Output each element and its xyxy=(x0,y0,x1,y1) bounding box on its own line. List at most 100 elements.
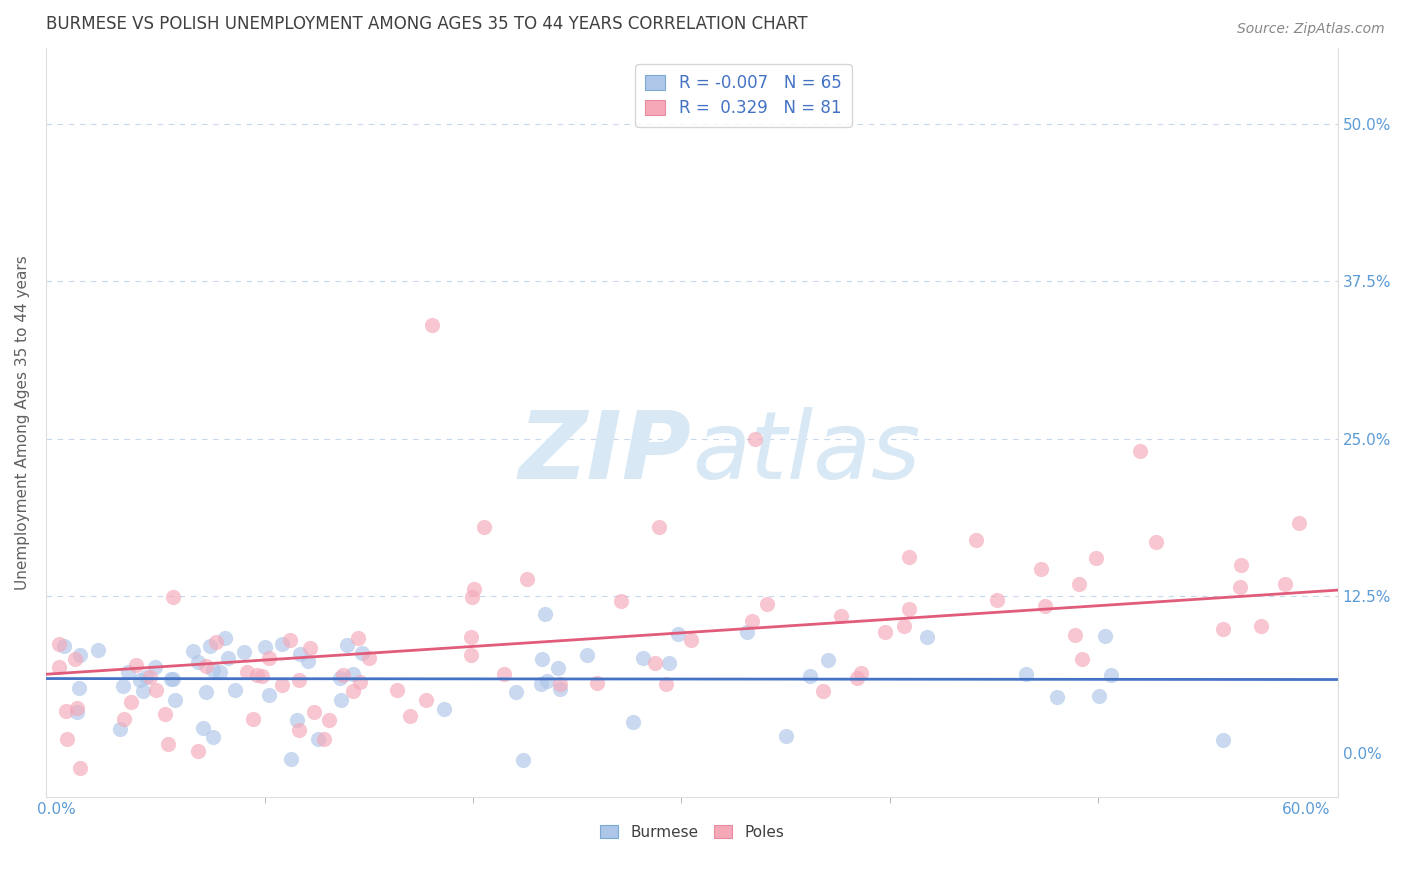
Point xyxy=(845,671,868,685)
Point xyxy=(69,648,91,662)
Point xyxy=(1094,629,1116,643)
Point xyxy=(117,665,139,680)
Point xyxy=(986,593,1008,607)
Point xyxy=(214,631,236,645)
Point xyxy=(1099,668,1122,682)
Point xyxy=(257,650,280,665)
Point xyxy=(131,684,153,698)
Point xyxy=(224,683,246,698)
Point xyxy=(1129,444,1152,458)
Point xyxy=(621,714,644,729)
Point xyxy=(302,705,325,719)
Point xyxy=(775,730,797,744)
Point xyxy=(153,706,176,721)
Point xyxy=(350,646,373,660)
Point xyxy=(530,652,553,666)
Point xyxy=(299,640,322,655)
Point xyxy=(548,676,571,690)
Point xyxy=(1029,562,1052,576)
Point xyxy=(512,753,534,767)
Point xyxy=(66,706,89,720)
Point xyxy=(318,713,340,727)
Point xyxy=(830,609,852,624)
Text: Source: ZipAtlas.com: Source: ZipAtlas.com xyxy=(1237,22,1385,37)
Point xyxy=(536,674,558,689)
Legend: Burmese, Poles: Burmese, Poles xyxy=(593,819,790,846)
Point xyxy=(157,737,180,751)
Point xyxy=(48,637,70,651)
Point xyxy=(145,683,167,698)
Point xyxy=(329,693,352,707)
Point xyxy=(235,665,257,679)
Point xyxy=(1069,576,1091,591)
Point xyxy=(666,627,689,641)
Point xyxy=(110,722,132,736)
Point xyxy=(399,709,422,723)
Point xyxy=(1229,581,1251,595)
Point xyxy=(201,730,224,744)
Point xyxy=(217,650,239,665)
Point xyxy=(314,732,336,747)
Point xyxy=(897,549,920,564)
Point xyxy=(1046,690,1069,705)
Point xyxy=(849,666,872,681)
Point xyxy=(204,635,226,649)
Point xyxy=(349,675,371,690)
Point xyxy=(271,678,294,692)
Text: atlas: atlas xyxy=(692,408,920,499)
Point xyxy=(472,520,495,534)
Point xyxy=(55,704,77,718)
Point xyxy=(165,692,187,706)
Point xyxy=(586,675,609,690)
Point xyxy=(250,669,273,683)
Point xyxy=(342,683,364,698)
Point xyxy=(505,685,527,699)
Point xyxy=(162,673,184,687)
Point xyxy=(194,685,217,699)
Point xyxy=(893,618,915,632)
Point xyxy=(257,688,280,702)
Point xyxy=(420,318,443,333)
Point xyxy=(1084,551,1107,566)
Point xyxy=(138,670,160,684)
Point xyxy=(297,654,319,668)
Point xyxy=(195,658,218,673)
Point xyxy=(280,752,302,766)
Point xyxy=(357,650,380,665)
Point xyxy=(1250,619,1272,633)
Point xyxy=(1087,689,1109,703)
Point xyxy=(288,647,311,661)
Point xyxy=(817,653,839,667)
Point xyxy=(1274,577,1296,591)
Point xyxy=(756,597,779,611)
Point xyxy=(1070,651,1092,665)
Point xyxy=(246,668,269,682)
Point xyxy=(56,731,79,746)
Point xyxy=(679,632,702,647)
Point xyxy=(254,640,277,655)
Point xyxy=(336,638,359,652)
Point xyxy=(741,614,763,628)
Point xyxy=(53,640,76,654)
Point xyxy=(461,591,484,605)
Point xyxy=(415,692,437,706)
Text: ZIP: ZIP xyxy=(519,407,692,499)
Point xyxy=(48,659,70,673)
Point xyxy=(1064,627,1087,641)
Point xyxy=(208,665,231,679)
Point xyxy=(898,602,921,616)
Point xyxy=(460,648,482,662)
Point xyxy=(610,594,633,608)
Point xyxy=(744,432,766,446)
Point xyxy=(460,630,482,644)
Point xyxy=(120,695,142,709)
Point xyxy=(1212,623,1234,637)
Point xyxy=(1144,535,1167,549)
Point xyxy=(201,664,224,678)
Point xyxy=(198,639,221,653)
Point xyxy=(433,702,456,716)
Point xyxy=(575,648,598,663)
Point xyxy=(658,656,681,670)
Point xyxy=(332,668,354,682)
Point xyxy=(67,681,90,695)
